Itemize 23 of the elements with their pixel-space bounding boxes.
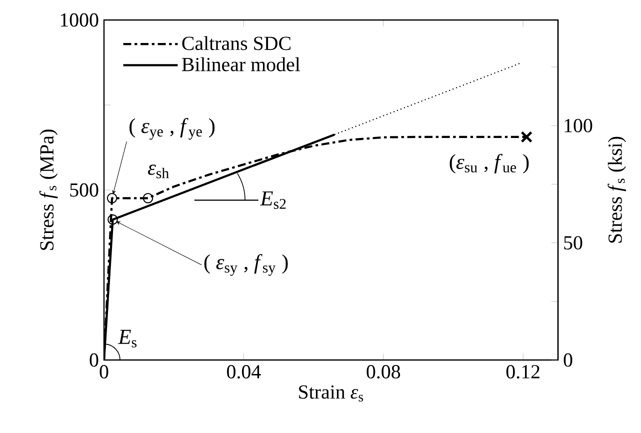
annotation: ( ε$_{sy}$ , f$_{sy}$ ) <box>204 254 288 276</box>
x-axis-title: Strain ε$_{s}$ <box>299 385 364 402</box>
annotation: E$_{s}$ <box>118 330 137 348</box>
y-tick-label: 1000 <box>60 13 98 27</box>
y-axis-title: Stress f$_{s}$ (MPa) <box>39 130 58 250</box>
annotation: ( ε$_{ye}$ , f$_{ye}$ ) <box>130 118 215 140</box>
y2-axis-title: Stress f$_{s}$ (ksi) <box>608 136 626 243</box>
y-tick-label: 500 <box>70 183 98 197</box>
point <box>106 192 118 204</box>
annotation: ε$_{sh}$ <box>148 164 169 178</box>
y2-tick-label: 100 <box>564 118 592 132</box>
y2-tick-label: 0 <box>564 353 572 367</box>
y2-tick-label: 50 <box>564 236 582 250</box>
x-tick-label: 0.08 <box>366 365 400 379</box>
y-tick-label: 0 <box>90 353 98 367</box>
annotation: (ε$_{su}$ , f$_{ue}$ ) <box>450 154 529 174</box>
legend-label: Bilinear model <box>182 57 300 72</box>
point <box>520 131 532 143</box>
annotation: E$_{s2}$ <box>260 191 286 209</box>
x-tick-label: 0.04 <box>227 365 261 379</box>
legend-label: Caltrans SDC <box>182 36 290 50</box>
x-tick-label: 0.12 <box>506 365 540 379</box>
x-tick-label: 0 <box>100 365 108 378</box>
